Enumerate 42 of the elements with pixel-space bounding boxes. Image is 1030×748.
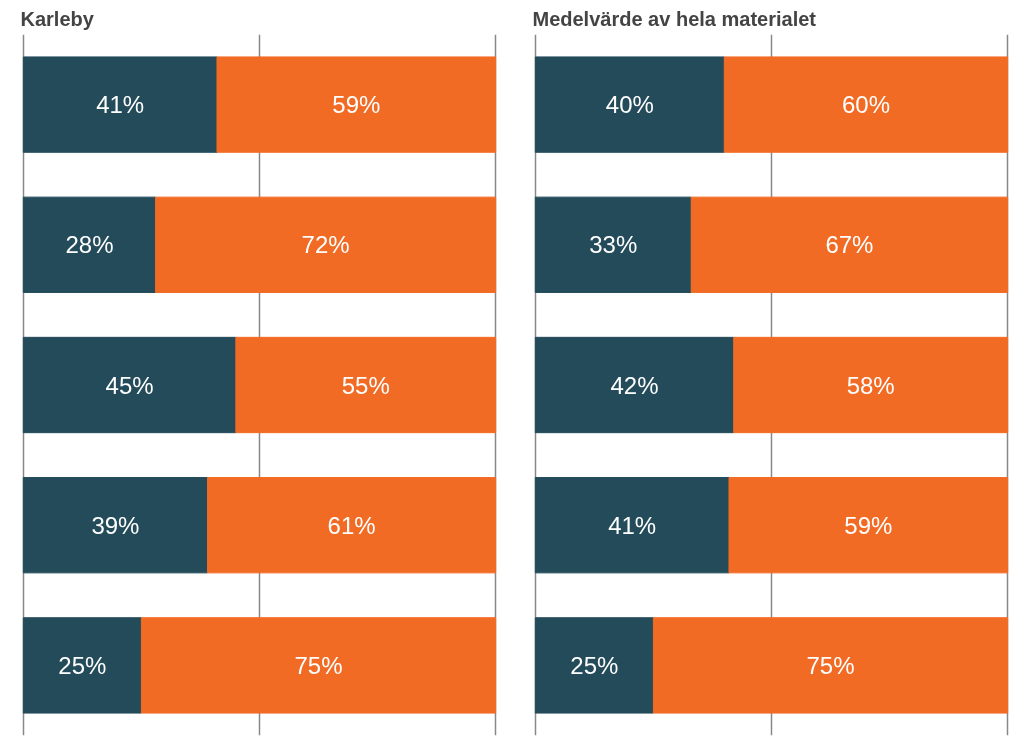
bar (723, 56, 1009, 153)
bar (534, 477, 730, 574)
data-label: 72% (301, 231, 350, 259)
data-label: 39% (91, 511, 140, 539)
data-label: 25% (570, 651, 619, 679)
bar (534, 617, 654, 714)
bar (534, 56, 725, 153)
data-label: 33% (589, 231, 638, 259)
data-label: 42% (610, 371, 659, 399)
data-label: 55% (341, 371, 390, 399)
chart-title: Karleby (20, 7, 95, 30)
bar (690, 196, 1009, 293)
bar (22, 196, 157, 293)
data-label: 67% (825, 231, 874, 259)
chart-title: Medelvärde av hela materialet (532, 7, 817, 30)
bar (733, 336, 1009, 434)
bar (22, 56, 218, 153)
data-label: 25% (58, 651, 107, 679)
bar (22, 336, 237, 434)
data-label: 58% (846, 371, 895, 399)
bar (207, 477, 497, 574)
bar (140, 617, 497, 714)
data-label: 75% (294, 651, 343, 679)
data-label: 40% (605, 91, 654, 119)
bar (155, 196, 497, 293)
data-label: 59% (332, 91, 381, 119)
data-label: 45% (105, 371, 154, 399)
data-label: 61% (327, 511, 376, 539)
data-label: 75% (806, 651, 855, 679)
bar (728, 477, 1009, 574)
data-label: 41% (96, 91, 145, 119)
bar (235, 336, 497, 434)
bar (534, 196, 692, 293)
bar (534, 336, 735, 434)
bar (22, 477, 209, 574)
data-label: 60% (841, 91, 890, 119)
data-label: 59% (844, 511, 893, 539)
bar (216, 56, 497, 153)
data-label: 28% (65, 231, 114, 259)
data-label: 41% (608, 511, 657, 539)
bar (652, 617, 1009, 714)
bar (22, 617, 142, 714)
